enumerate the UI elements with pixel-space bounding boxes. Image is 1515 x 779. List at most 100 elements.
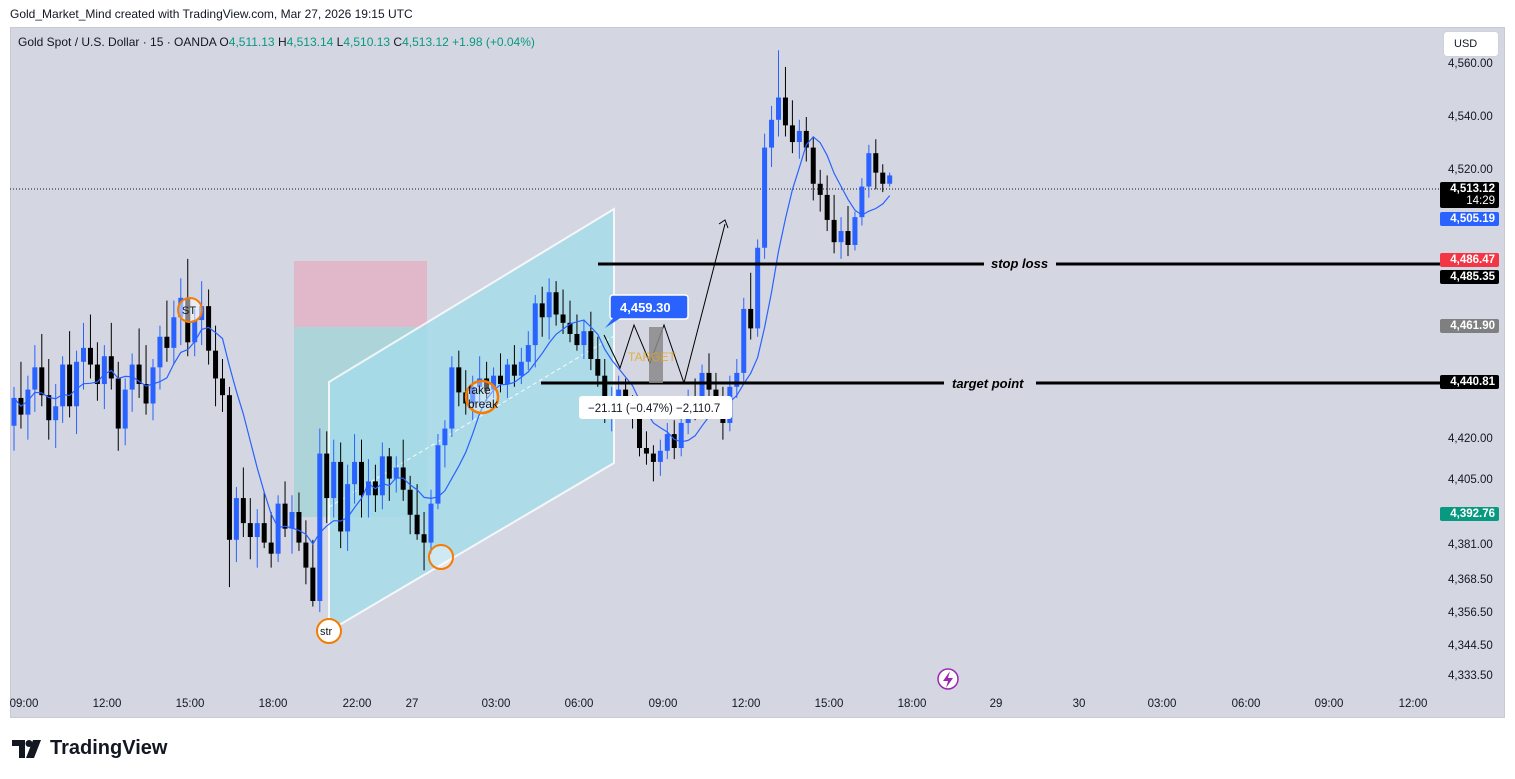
candle-body[interactable] bbox=[226, 395, 232, 540]
candle-body[interactable] bbox=[671, 434, 677, 449]
candle-body[interactable] bbox=[477, 378, 483, 387]
candle-body[interactable] bbox=[81, 347, 86, 362]
candle-body[interactable] bbox=[616, 389, 622, 401]
candle-body[interactable] bbox=[741, 308, 747, 373]
candle-body[interactable] bbox=[359, 461, 364, 496]
candle-body[interactable] bbox=[525, 345, 531, 362]
candle-body[interactable] bbox=[317, 453, 323, 601]
candle-body[interactable] bbox=[150, 367, 156, 404]
candle-body[interactable] bbox=[192, 320, 198, 343]
candle-body[interactable] bbox=[240, 498, 246, 524]
candle-body[interactable] bbox=[845, 231, 851, 245]
candle-body[interactable] bbox=[282, 503, 288, 529]
candle-body[interactable] bbox=[782, 97, 788, 126]
candle-body[interactable] bbox=[518, 361, 524, 376]
candle-body[interactable] bbox=[755, 247, 761, 329]
candle-body[interactable] bbox=[796, 130, 802, 143]
candle-body[interactable] bbox=[296, 511, 302, 543]
candle-body[interactable] bbox=[310, 567, 316, 601]
candle-body[interactable] bbox=[94, 364, 100, 385]
candle-body[interactable] bbox=[164, 336, 170, 348]
candle-body[interactable] bbox=[762, 147, 768, 248]
candle-body[interactable] bbox=[136, 364, 142, 385]
candle-body[interactable] bbox=[414, 514, 420, 535]
candle-body[interactable] bbox=[449, 367, 455, 429]
candle-body[interactable] bbox=[108, 356, 114, 379]
candle-body[interactable] bbox=[539, 303, 545, 318]
candle-body[interactable] bbox=[32, 367, 38, 390]
candle-body[interactable] bbox=[122, 389, 128, 429]
candle-body[interactable] bbox=[838, 231, 844, 243]
candle-body[interactable] bbox=[734, 372, 740, 387]
candle-body[interactable] bbox=[115, 378, 121, 429]
candle-body[interactable] bbox=[859, 186, 865, 218]
candle-body[interactable] bbox=[657, 450, 663, 462]
candle-body[interactable] bbox=[338, 461, 344, 532]
candle-body[interactable] bbox=[866, 153, 872, 187]
candle-body[interactable] bbox=[574, 333, 580, 346]
candle-body[interactable] bbox=[393, 467, 399, 479]
candle-body[interactable] bbox=[331, 461, 337, 499]
candle-body[interactable] bbox=[650, 453, 656, 462]
candle-body[interactable] bbox=[664, 434, 670, 451]
candle-body[interactable] bbox=[74, 361, 80, 407]
candle-body[interactable] bbox=[206, 306, 212, 351]
candle-body[interactable] bbox=[428, 503, 434, 543]
candle-body[interactable] bbox=[87, 347, 93, 365]
candle-body[interactable] bbox=[831, 219, 837, 243]
candle-body[interactable] bbox=[11, 397, 17, 426]
candle-body[interactable] bbox=[546, 292, 552, 318]
candle-body[interactable] bbox=[810, 147, 816, 184]
candle-body[interactable] bbox=[324, 453, 330, 499]
candle-body[interactable] bbox=[873, 153, 879, 173]
candle-body[interactable] bbox=[60, 364, 66, 407]
candle-body[interactable] bbox=[39, 367, 45, 396]
candle-body[interactable] bbox=[386, 456, 392, 479]
currency-button[interactable]: USD bbox=[1443, 31, 1499, 57]
candle-body[interactable] bbox=[789, 125, 795, 143]
candle-body[interactable] bbox=[421, 534, 427, 543]
candle-body[interactable] bbox=[491, 375, 497, 390]
tradingview-logo[interactable]: TradingView bbox=[12, 737, 167, 760]
candle-body[interactable] bbox=[504, 364, 510, 385]
candle-body[interactable] bbox=[498, 375, 503, 385]
candle-body[interactable] bbox=[157, 336, 163, 368]
candle-body[interactable] bbox=[53, 406, 59, 421]
candle-body[interactable] bbox=[365, 481, 371, 496]
candle-body[interactable] bbox=[261, 523, 267, 543]
candle-body[interactable] bbox=[407, 489, 413, 515]
candle-body[interactable] bbox=[803, 130, 809, 148]
candle-body[interactable] bbox=[532, 303, 538, 346]
candle-body[interactable] bbox=[581, 331, 587, 346]
candle-body[interactable] bbox=[699, 372, 705, 412]
candle-body[interactable] bbox=[470, 386, 476, 404]
chart-pane[interactable] bbox=[10, 27, 1505, 718]
candle-body[interactable] bbox=[637, 414, 642, 449]
candle-body[interactable] bbox=[233, 498, 239, 540]
candle-body[interactable] bbox=[776, 97, 781, 120]
candle-body[interactable] bbox=[345, 484, 351, 532]
candle-body[interactable] bbox=[143, 384, 149, 404]
candle-body[interactable] bbox=[213, 350, 219, 379]
candle-body[interactable] bbox=[748, 308, 754, 329]
candle-body[interactable] bbox=[442, 428, 448, 446]
candle-body[interactable] bbox=[254, 523, 260, 538]
candle-body[interactable] bbox=[484, 378, 490, 390]
candle-body[interactable] bbox=[435, 445, 441, 504]
candle-body[interactable] bbox=[456, 367, 462, 393]
candle-body[interactable] bbox=[289, 511, 295, 529]
candle-body[interactable] bbox=[46, 395, 52, 421]
candle-body[interactable] bbox=[25, 389, 31, 415]
candle-body[interactable] bbox=[553, 292, 559, 315]
candle-body[interactable] bbox=[511, 364, 517, 376]
candle-body[interactable] bbox=[220, 378, 225, 396]
candle-body[interactable] bbox=[588, 331, 594, 359]
candle-body[interactable] bbox=[247, 523, 253, 538]
candle-body[interactable] bbox=[567, 322, 573, 334]
candle-body[interactable] bbox=[602, 375, 608, 412]
candle-body[interactable] bbox=[706, 372, 712, 390]
candle-body[interactable] bbox=[352, 461, 358, 485]
candle-body[interactable] bbox=[595, 359, 601, 376]
candle-body[interactable] bbox=[824, 194, 830, 220]
